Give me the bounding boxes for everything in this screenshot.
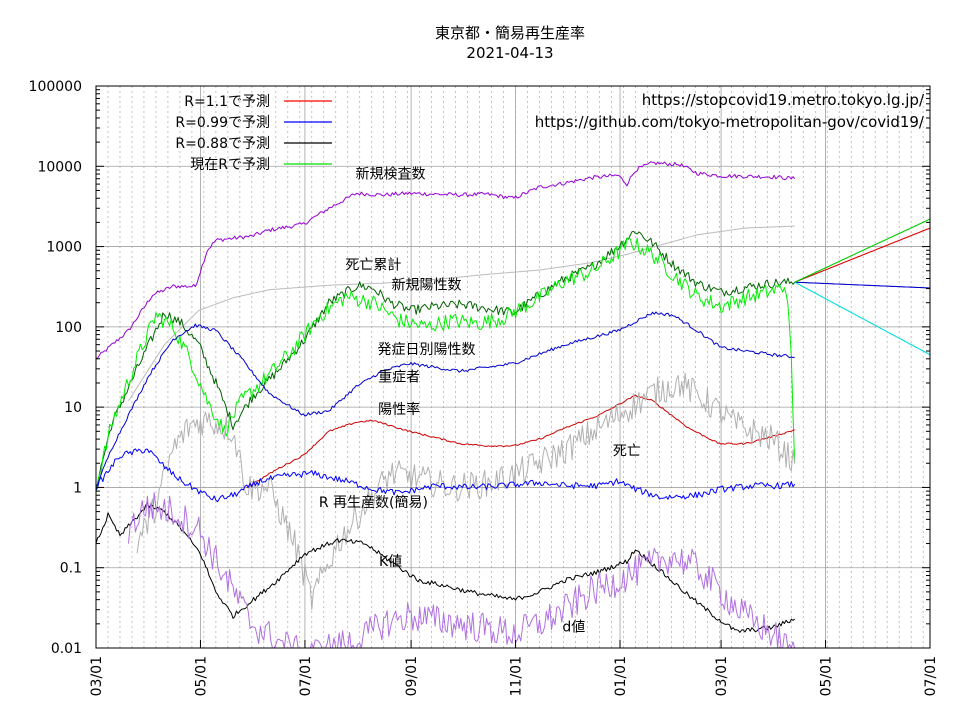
x-tick-label: 11/01 — [509, 656, 525, 696]
x-tick-label: 05/01 — [193, 656, 209, 696]
series-label-d: d値 — [562, 620, 585, 636]
y-tick-label: 1000 — [46, 240, 82, 256]
legend-label: R=1.1で予測 — [184, 94, 270, 110]
series-label-K: K値 — [379, 554, 402, 570]
legend-label: 現在Rで予測 — [190, 157, 270, 173]
series-line-tests — [95, 161, 796, 359]
axis-ticks: 100000 10000 1000 100 10 1 0.1 0.01 03/01 05/01 07… — [29, 79, 939, 696]
projection-line-2 — [794, 281, 931, 356]
chart-title: 東京都・簡易再生産率 — [435, 24, 585, 42]
series-line-new_pos — [95, 230, 796, 490]
series-layer — [95, 161, 931, 649]
x-tick-label: 07/01 — [923, 656, 939, 696]
series-label-onset_pos: 発症日別陽性数 — [378, 342, 476, 358]
plot-frame — [95, 85, 931, 649]
legend-label: R=0.88で予測 — [175, 136, 270, 152]
series-line-K — [95, 502, 796, 633]
series-line-onset_pos — [95, 237, 796, 494]
projection-line-3 — [794, 218, 931, 283]
legend-label: R=0.99で予測 — [175, 115, 270, 131]
y-tick-label: 100000 — [29, 79, 82, 95]
url-github: https://github.com/tokyo-metropolitan-go… — [535, 113, 925, 131]
series-line-deaths — [136, 372, 796, 610]
series-line-pos_rate — [246, 394, 795, 489]
series-line-deaths_cum — [128, 225, 795, 402]
series-line-R — [95, 448, 796, 503]
series-label-new_pos: 新規陽性数 — [392, 278, 462, 294]
series-label-deaths: 死亡 — [613, 443, 641, 459]
x-tick-label: 05/01 — [819, 656, 835, 696]
projection-line-1 — [794, 281, 931, 289]
series-line-d — [128, 492, 796, 649]
x-tick-label: 09/01 — [404, 656, 420, 696]
series-line-severe — [95, 311, 795, 487]
y-tick-label: 0.01 — [51, 641, 82, 657]
x-tick-label: 01/01 — [613, 656, 629, 696]
series-label-severe: 重症者 — [378, 369, 420, 385]
y-tick-label: 10000 — [37, 159, 82, 175]
series-label-R: R 再生産数(簡易) — [319, 495, 428, 511]
chart-date: 2021-04-13 — [466, 44, 553, 62]
x-tick-label: 03/01 — [714, 656, 730, 696]
y-tick-label: 1 — [73, 480, 82, 496]
projection-line-0 — [794, 227, 931, 283]
x-tick-label: 07/01 — [298, 656, 314, 696]
x-tick-label: 03/01 — [89, 656, 105, 696]
y-tick-label: 10 — [64, 400, 82, 416]
y-tick-label: 100 — [55, 320, 82, 336]
series-label-pos_rate: 陽性率 — [378, 401, 420, 418]
y-tick-label: 0.1 — [60, 561, 82, 577]
series-label-deaths_cum: 死亡累計 — [345, 257, 401, 273]
url-stopcovid: https://stopcovid19.metro.tokyo.lg.jp/ — [642, 91, 925, 109]
series-label-tests: 新規検査数 — [356, 167, 426, 183]
